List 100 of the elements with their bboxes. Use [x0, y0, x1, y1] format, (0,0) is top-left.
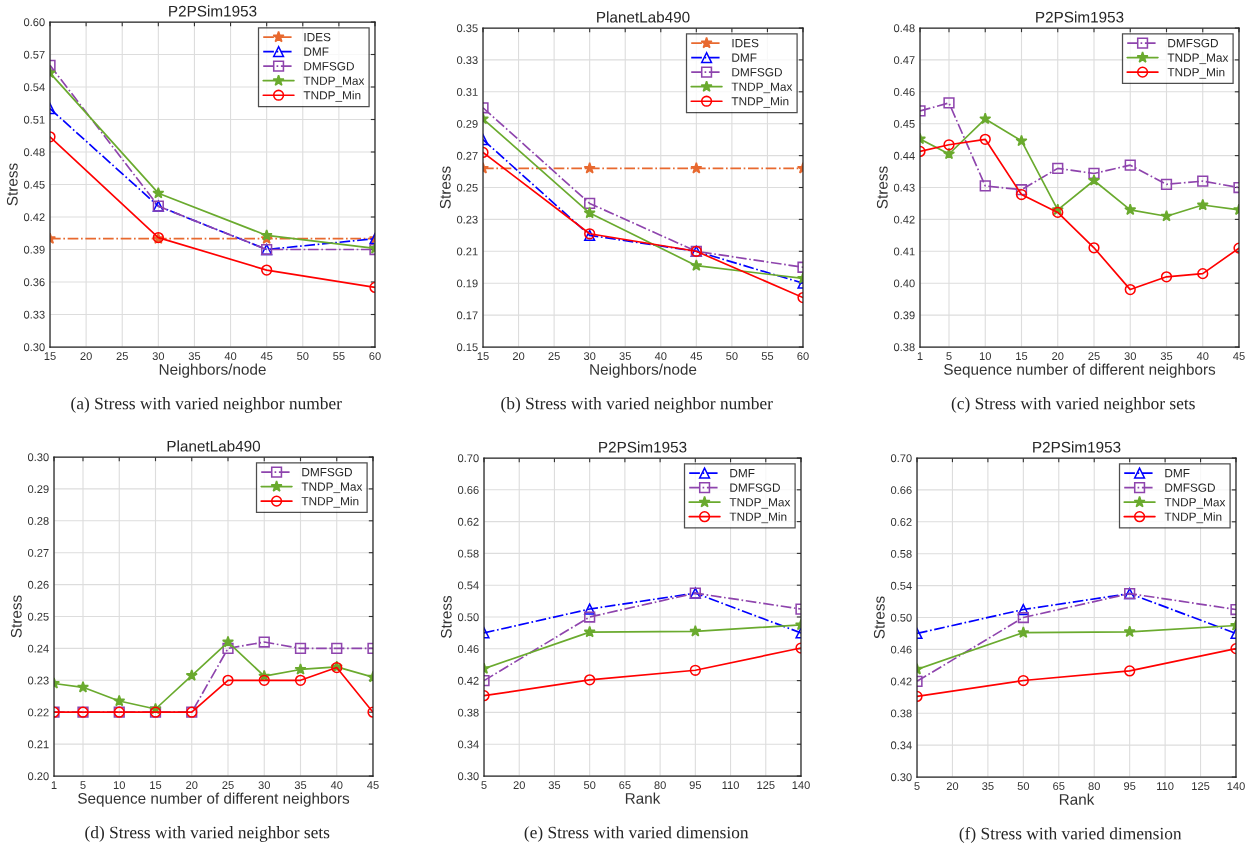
- chart-title: P2PSim1953: [1036, 11, 1124, 23]
- y-tick-label: 0.58: [457, 549, 479, 558]
- x-axis-title: Sequence number of different neighbors: [944, 363, 1216, 378]
- x-tick-label: 20: [946, 782, 959, 791]
- y-tick-label: 0.34: [457, 740, 479, 749]
- legend-label: TNDP_Max: [731, 82, 793, 94]
- x-tick-label: 40: [1196, 352, 1209, 361]
- y-tick-label: 0.23: [27, 676, 49, 685]
- y-axis-title: Stress: [6, 163, 18, 206]
- y-tick-label: 0.36: [23, 278, 45, 287]
- legend-label: IDES: [732, 38, 759, 48]
- y-tick-label: 0.33: [23, 310, 45, 319]
- y-tick-label: 0.43: [893, 183, 915, 192]
- y-tick-label: 0.26: [27, 580, 49, 589]
- y-tick-label: 0.41: [893, 247, 915, 256]
- x-axis-title: Rank: [1059, 793, 1095, 805]
- y-tick-label: 0.25: [456, 183, 478, 192]
- x-tick-label: 55: [761, 352, 774, 361]
- x-tick-label: 35: [188, 352, 201, 361]
- y-tick-label: 0.30: [27, 453, 49, 462]
- y-tick-label: 0.60: [23, 18, 45, 27]
- legend-label: TNDP_Max: [1164, 498, 1226, 509]
- legend-label: TNDP_Min: [729, 512, 787, 524]
- y-tick-label: 0.35: [456, 24, 478, 33]
- text: (d) Stress with varied neighbor sets: [85, 826, 330, 842]
- y-tick-label: 0.54: [23, 83, 45, 92]
- y-tick-label: 0.48: [893, 24, 915, 33]
- legend-label: DMFSGD: [1168, 38, 1218, 48]
- x-tick-label: 35: [619, 352, 631, 361]
- legend-label: TNDP_Min: [303, 90, 361, 102]
- x-tick-label: 25: [222, 781, 234, 790]
- y-tick-label: 0.42: [457, 676, 479, 685]
- text: (f) Stress with varied dimension: [959, 827, 1182, 843]
- x-tick-label: 30: [152, 352, 165, 361]
- x-tick-label: 125: [757, 781, 775, 790]
- legend-label: TNDP_Max: [301, 482, 363, 494]
- text: (e) Stress with varied dimension: [524, 826, 749, 842]
- x-axis-title: Neighbors/node: [590, 363, 697, 378]
- y-axis-title: Stress: [10, 595, 22, 638]
- x-tick-label: 140: [792, 781, 810, 790]
- y-tick-label: 0.66: [457, 486, 479, 494]
- y-axis-title: Stress: [439, 166, 451, 209]
- y-tick-label: 0.27: [27, 548, 49, 557]
- x-tick-label: 65: [619, 781, 631, 790]
- y-tick-label: 0.42: [893, 215, 915, 224]
- x-tick-label: 30: [258, 781, 270, 790]
- x-tick-label: 35: [1160, 352, 1173, 361]
- y-tick-label: 0.29: [456, 119, 478, 128]
- y-axis-title: Stress: [873, 596, 885, 639]
- x-tick-label: 65: [1053, 782, 1065, 791]
- legend-label: DMFSGD: [302, 467, 352, 477]
- y-tick-label: 0.38: [890, 709, 912, 718]
- legend-label: DMF: [304, 47, 329, 56]
- y-tick-label: 0.33: [456, 56, 478, 65]
- legend-label: TNDP_Min: [1164, 512, 1222, 524]
- y-tick-label: 0.70: [890, 454, 912, 463]
- x-tick-label: 50: [726, 352, 738, 361]
- legend-label: DMF: [732, 53, 757, 62]
- x-tick-label: 1: [51, 781, 57, 789]
- x-tick-label: 45: [260, 352, 273, 361]
- x-tick-label: 125: [1192, 782, 1210, 791]
- y-tick-label: 0.19: [456, 279, 478, 288]
- y-tick-label: 0.23: [456, 215, 478, 224]
- y-tick-label: 0.30: [890, 773, 912, 782]
- y-tick-label: 0.50: [890, 613, 912, 622]
- x-tick-label: 5: [914, 782, 920, 791]
- legend-label: DMF: [1165, 469, 1190, 478]
- legend-label: DMFSGD: [730, 483, 780, 492]
- y-tick-label: 0.62: [890, 518, 912, 526]
- y-tick-label: 0.27: [456, 151, 478, 160]
- x-tick-label: 45: [1233, 352, 1245, 361]
- y-tick-label: 0.24: [27, 644, 49, 653]
- y-tick-label: 0.47: [893, 56, 915, 65]
- x-tick-label: 10: [979, 352, 991, 361]
- x-tick-label: 45: [690, 352, 703, 361]
- y-tick-label: 0.54: [890, 581, 912, 590]
- x-axis-title: Neighbors/node: [159, 363, 266, 378]
- y-axis-title: Stress: [876, 166, 888, 209]
- legend-label: TNDP_Max: [1167, 53, 1229, 65]
- x-tick-label: 20: [1052, 352, 1064, 361]
- legend-label: TNDP_Min: [1167, 67, 1225, 79]
- legend-label: TNDP_Max: [303, 76, 365, 88]
- y-tick-label: 0.46: [457, 645, 479, 653]
- x-tick-label: 60: [797, 352, 809, 361]
- x-tick-label: 110: [722, 781, 739, 790]
- y-tick-label: 0.38: [893, 343, 915, 352]
- y-tick-label: 0.15: [456, 343, 478, 352]
- x-tick-label: 20: [186, 781, 198, 790]
- legend-label: TNDP_Min: [731, 96, 789, 108]
- y-tick-label: 0.51: [23, 115, 45, 124]
- x-tick-label: 60: [369, 352, 381, 361]
- chart-title: P2PSim1953: [169, 5, 257, 17]
- x-tick-label: 15: [150, 781, 162, 790]
- y-tick-label: 0.46: [890, 645, 912, 654]
- y-tick-label: 0.45: [23, 180, 45, 189]
- x-tick-label: 15: [1016, 352, 1028, 361]
- x-tick-label: 15: [477, 352, 489, 361]
- x-tick-label: 1: [917, 352, 923, 360]
- chart-title: PlanetLab490: [167, 440, 261, 452]
- x-tick-label: 35: [548, 781, 561, 790]
